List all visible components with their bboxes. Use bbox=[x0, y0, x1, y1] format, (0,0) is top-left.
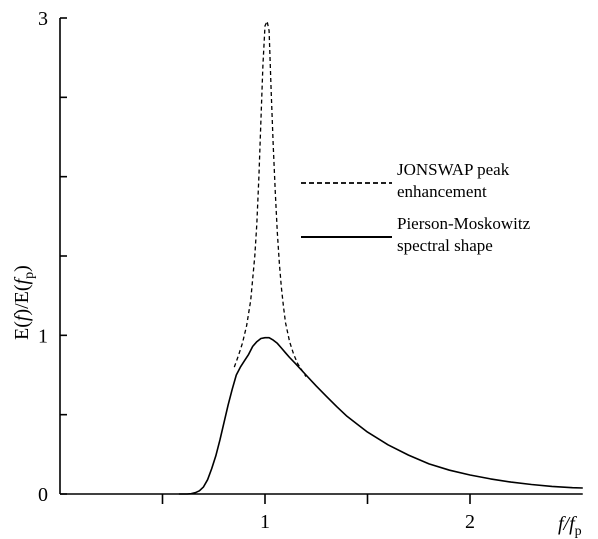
axes bbox=[59, 18, 583, 495]
x-tick-label: 2 bbox=[465, 511, 475, 533]
x-axis-title-main: f/f bbox=[558, 513, 577, 535]
legend-label: spectral shape bbox=[397, 236, 493, 255]
x-axis-title: f/fp bbox=[558, 513, 582, 539]
y-axis-title-part: f bbox=[11, 313, 33, 321]
legend-label: enhancement bbox=[397, 182, 487, 201]
legend: JONSWAP peak enhancement Pierson-Moskowitz… bbox=[301, 160, 531, 255]
axis-titles: f/fpE(f)/E(fp) bbox=[11, 265, 582, 539]
legend-label: JONSWAP peak bbox=[397, 160, 510, 179]
x-axis-title-sub: p bbox=[575, 524, 582, 539]
y-tick-label: 0 bbox=[38, 484, 48, 506]
y-axis-title-part: )/E( bbox=[11, 284, 33, 315]
ticks: 0 1 3 1 2 bbox=[38, 8, 475, 533]
y-tick-label: 1 bbox=[38, 325, 48, 347]
y-axis-title-part: p bbox=[22, 272, 37, 279]
y-tick-label: 3 bbox=[38, 8, 48, 30]
legend-label: Pierson-Moskowitz bbox=[397, 214, 531, 233]
series-layer bbox=[178, 20, 583, 495]
y-axis-title-part: E( bbox=[11, 321, 33, 340]
y-axis-title: E(f)/E(fp) bbox=[11, 265, 37, 340]
y-axis-title-part: ) bbox=[11, 265, 33, 272]
y-axis-title-part: f bbox=[11, 276, 33, 284]
series-line-1 bbox=[178, 336, 583, 495]
series-line-0 bbox=[233, 20, 307, 377]
x-tick-label: 1 bbox=[260, 511, 270, 533]
